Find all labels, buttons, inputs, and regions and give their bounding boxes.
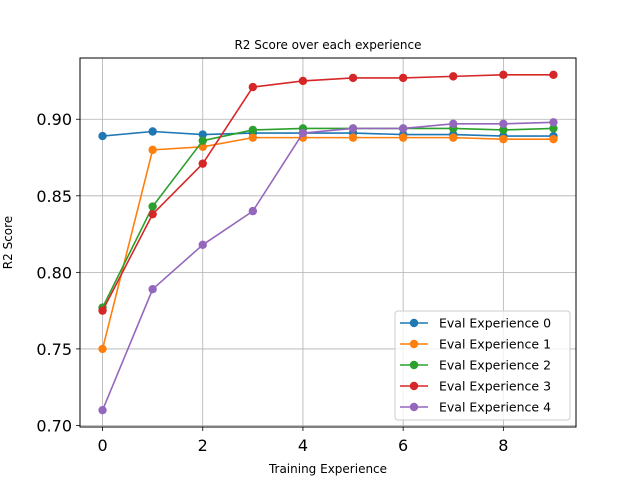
legend-items: Eval Experience 0 Eval Experience 1 Eval E… <box>400 316 551 415</box>
data-point <box>248 82 258 92</box>
legend-label: Eval Experience 0 <box>439 316 551 331</box>
data-point <box>449 119 458 129</box>
legend-swatch-marker <box>409 402 419 412</box>
data-point <box>348 124 358 133</box>
legend: Eval Experience 0 Eval Experience 1 Eval E… <box>394 310 571 421</box>
grid <box>80 58 576 427</box>
data-point <box>248 206 258 216</box>
data-point <box>148 145 157 155</box>
data-point <box>549 70 558 80</box>
series-line <box>101 121 554 411</box>
data-point <box>398 124 408 133</box>
x-tick-label: 2 <box>198 436 208 455</box>
y-tick-label: 0.70 <box>36 416 72 435</box>
axis-ticks: 0 2 4 6 8 0.70 0.75 0.80 0.85 0.90 <box>36 110 508 455</box>
data-point <box>549 134 558 144</box>
series-line <box>101 74 554 312</box>
series-2 <box>98 124 558 312</box>
legend-label: Eval Experience 2 <box>439 358 551 373</box>
series-lines <box>98 70 558 415</box>
data-point <box>248 133 258 142</box>
data-point <box>148 127 157 136</box>
legend-swatch-marker <box>409 318 419 328</box>
legend-entry: Eval Experience 0 <box>400 316 551 331</box>
series-line <box>101 127 554 308</box>
data-point <box>398 73 408 83</box>
legend-label: Eval Experience 3 <box>439 379 551 394</box>
series-4 <box>98 118 558 415</box>
data-point <box>298 76 308 86</box>
x-axis-label: Training Experience <box>268 462 387 476</box>
legend-entry: Eval Experience 3 <box>400 379 551 394</box>
x-tick-label: 6 <box>398 436 408 455</box>
series-3 <box>98 70 558 315</box>
legend-swatch-marker <box>409 339 419 349</box>
legend-box <box>394 310 571 421</box>
data-point <box>98 131 107 141</box>
data-point <box>98 306 107 315</box>
data-point <box>298 128 308 138</box>
data-point <box>98 405 107 415</box>
legend-entry: Eval Experience 4 <box>400 400 551 415</box>
legend-label: Eval Experience 4 <box>439 400 551 415</box>
data-point <box>449 72 458 81</box>
chart-title: R2 Score over each experience <box>234 38 421 52</box>
data-point <box>499 70 508 80</box>
legend-label: Eval Experience 1 <box>439 337 551 352</box>
data-point <box>198 130 207 139</box>
x-tick-label: 0 <box>97 436 107 455</box>
data-point <box>549 118 558 127</box>
x-tick-label: 4 <box>298 436 308 455</box>
data-point <box>148 209 157 219</box>
legend-swatch-marker <box>409 360 419 370</box>
series-1 <box>98 133 558 354</box>
data-point <box>499 125 508 135</box>
y-tick-label: 0.90 <box>36 110 72 129</box>
legend-entry: Eval Experience 1 <box>400 337 551 352</box>
plot-frame <box>79 57 577 428</box>
data-point <box>348 73 358 83</box>
data-point <box>449 133 458 142</box>
data-point <box>198 240 207 249</box>
data-point <box>549 124 558 133</box>
x-tick-label: 8 <box>498 436 508 455</box>
data-point <box>499 134 508 144</box>
y-tick-label: 0.80 <box>36 263 72 282</box>
series-line <box>101 136 554 350</box>
legend-swatch-marker <box>409 381 419 391</box>
data-point <box>148 284 157 294</box>
data-point <box>98 344 107 354</box>
data-point <box>348 133 358 142</box>
y-tick-label: 0.75 <box>36 340 72 359</box>
data-point <box>248 125 258 135</box>
data-point <box>499 119 508 129</box>
data-point <box>148 202 157 211</box>
legend-entry: Eval Experience 2 <box>400 358 551 373</box>
y-tick-label: 0.85 <box>36 187 72 206</box>
y-axis-label: R2 Score <box>1 216 15 269</box>
data-point <box>198 159 207 168</box>
data-point <box>198 136 207 145</box>
series-line <box>102 130 554 137</box>
data-point <box>398 133 408 142</box>
